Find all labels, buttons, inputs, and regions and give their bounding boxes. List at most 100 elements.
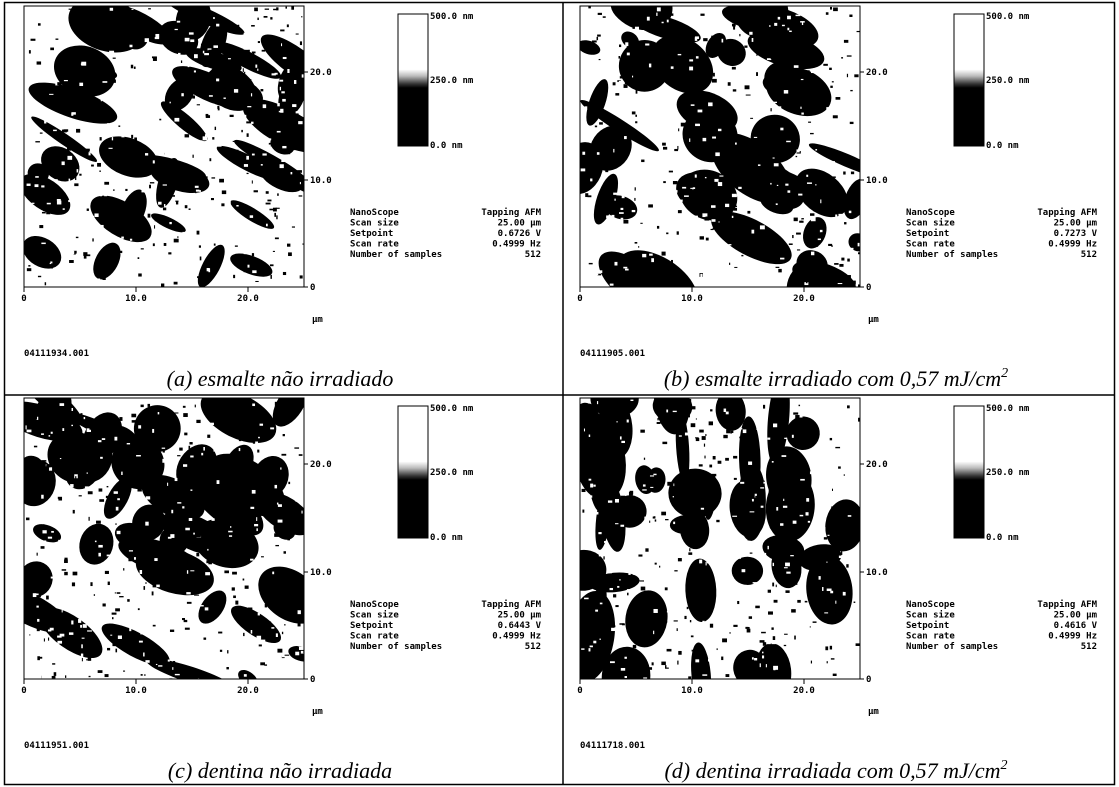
speck — [748, 624, 750, 627]
speck — [830, 122, 832, 124]
speck — [177, 548, 180, 550]
speck — [35, 184, 39, 187]
speck — [699, 627, 700, 629]
speck — [187, 602, 192, 604]
speck — [65, 675, 66, 678]
speck — [195, 405, 196, 408]
speck — [763, 482, 765, 484]
speck — [123, 671, 125, 672]
speck — [252, 154, 255, 156]
speck — [272, 143, 274, 146]
speck — [163, 450, 165, 453]
x-tick-label: 10.0 — [125, 294, 147, 304]
speck — [281, 400, 282, 402]
speck — [758, 164, 760, 166]
speck — [711, 574, 712, 578]
speck — [171, 195, 175, 197]
speck — [95, 541, 97, 542]
speck — [649, 254, 653, 256]
speck — [623, 267, 627, 269]
speck — [582, 152, 585, 155]
speck — [850, 612, 854, 614]
speck — [599, 59, 601, 60]
speck — [757, 417, 761, 419]
speck — [52, 663, 55, 664]
speck — [622, 194, 625, 198]
speck — [244, 33, 246, 35]
speck — [820, 232, 825, 236]
speck — [709, 465, 712, 468]
speck — [283, 272, 286, 275]
speck — [768, 18, 772, 20]
speck — [192, 95, 195, 98]
speck — [83, 564, 88, 565]
speck — [211, 198, 214, 200]
speck — [110, 635, 112, 636]
speck — [255, 281, 258, 282]
speck — [789, 32, 793, 36]
speck — [29, 634, 30, 635]
speck — [29, 487, 32, 488]
speck — [156, 626, 157, 628]
speck — [770, 273, 774, 277]
speck — [209, 158, 211, 161]
speck — [734, 267, 737, 268]
speck — [840, 436, 843, 439]
speck — [99, 225, 104, 228]
speck — [580, 622, 583, 625]
speck — [270, 264, 274, 266]
speck — [637, 113, 640, 115]
colorbar-label: 500.0 nm — [430, 404, 474, 414]
speck — [783, 506, 787, 508]
speck — [692, 492, 694, 494]
param-value: 0.4999 Hz — [492, 632, 541, 642]
speck — [145, 660, 149, 663]
speck — [848, 275, 851, 278]
speck — [75, 177, 76, 180]
speck — [111, 619, 114, 621]
speck — [163, 124, 166, 127]
speck — [206, 643, 209, 646]
speck — [612, 625, 616, 627]
speck — [134, 137, 137, 140]
speck — [802, 590, 803, 594]
speck — [189, 32, 194, 34]
speck — [598, 532, 601, 534]
speck — [630, 400, 633, 401]
speck — [114, 491, 118, 494]
speck — [163, 184, 167, 185]
speck — [582, 16, 585, 18]
speck — [132, 249, 135, 251]
speck — [233, 141, 237, 142]
speck — [256, 517, 257, 521]
speck — [828, 535, 830, 536]
speck — [824, 537, 827, 539]
speck — [671, 537, 675, 540]
speck — [82, 658, 83, 661]
speck — [298, 471, 300, 472]
speck — [116, 250, 118, 254]
speck — [751, 604, 755, 607]
speck — [264, 16, 268, 18]
speck — [848, 512, 851, 515]
speck — [152, 429, 154, 433]
speck — [644, 243, 646, 246]
speck — [265, 41, 270, 45]
speck — [201, 44, 203, 46]
speck — [129, 45, 132, 48]
speck — [56, 597, 57, 600]
speck — [673, 181, 677, 184]
x-tick-label: 10.0 — [681, 686, 703, 696]
speck — [228, 531, 232, 533]
speck — [190, 456, 193, 458]
param-label: Scan size — [906, 610, 955, 621]
speck — [129, 216, 132, 220]
speck — [730, 641, 732, 642]
speck — [678, 651, 681, 655]
speck — [197, 276, 199, 278]
speck — [194, 143, 197, 146]
colorbar-label: 500.0 nm — [430, 12, 474, 22]
speck — [797, 249, 800, 250]
speck — [812, 28, 814, 31]
speck — [801, 638, 802, 641]
